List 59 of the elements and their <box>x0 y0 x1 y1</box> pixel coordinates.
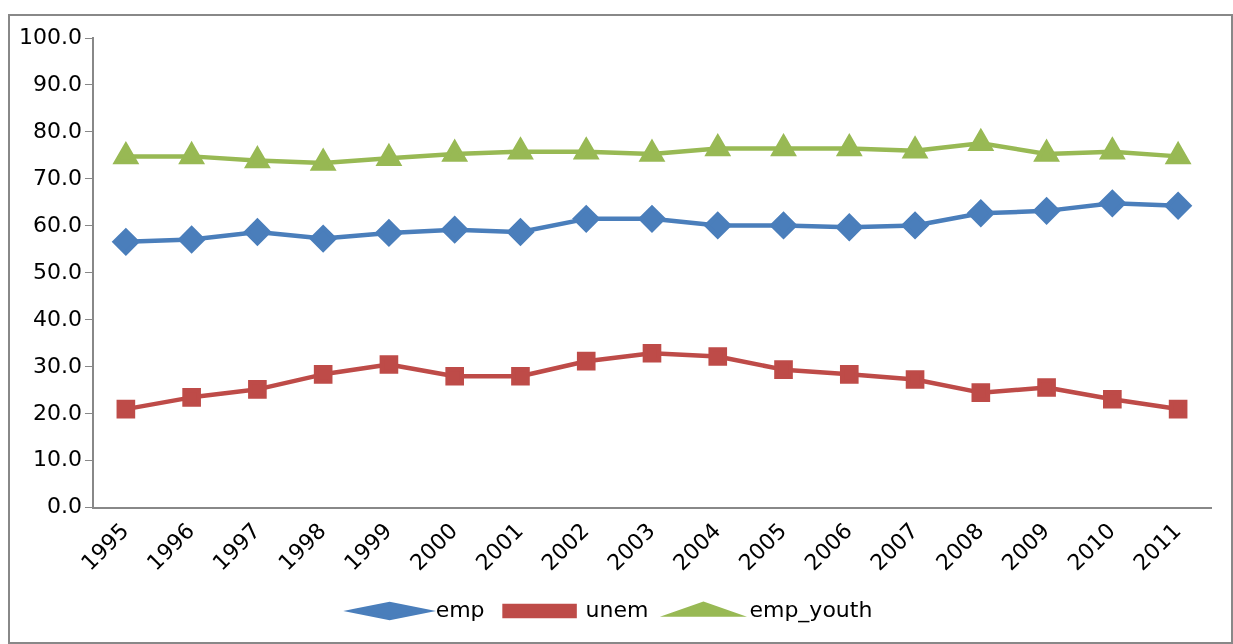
y-tick-label: 60.0 <box>33 211 82 237</box>
point <box>839 365 859 384</box>
point <box>574 138 598 160</box>
point <box>770 212 797 239</box>
point <box>445 366 465 386</box>
point <box>1033 138 1060 162</box>
y-tick-label: 30.0 <box>33 352 82 378</box>
point <box>178 226 205 253</box>
point <box>638 205 666 233</box>
point <box>441 216 468 243</box>
point <box>507 218 534 246</box>
point <box>704 212 732 239</box>
legend-label: emp <box>435 596 485 622</box>
point <box>837 135 862 157</box>
point <box>971 383 991 402</box>
point <box>572 205 600 233</box>
point <box>441 138 468 162</box>
point <box>375 219 403 247</box>
y-tick-label: 80.0 <box>33 117 82 143</box>
point <box>1033 197 1060 225</box>
point <box>967 199 995 227</box>
y-tick-label: 40.0 <box>33 305 82 331</box>
point <box>705 135 730 157</box>
y-tick-label: 50.0 <box>33 258 82 284</box>
point <box>112 228 140 256</box>
point <box>1168 399 1188 419</box>
y-tick-label: 10.0 <box>33 446 82 472</box>
point <box>248 380 267 399</box>
point <box>245 147 270 169</box>
point <box>182 388 201 407</box>
point <box>508 138 533 160</box>
legend-label: unem <box>585 596 649 622</box>
point <box>309 225 337 252</box>
point <box>1037 378 1056 397</box>
point <box>1099 190 1126 217</box>
point <box>1164 192 1192 219</box>
point <box>116 399 136 419</box>
y-tick-label: 70.0 <box>33 164 82 190</box>
point <box>576 351 596 371</box>
point <box>114 143 138 165</box>
point <box>836 214 863 241</box>
y-tick-label: 0.0 <box>46 493 82 519</box>
point <box>771 135 796 157</box>
point <box>313 365 333 384</box>
point <box>905 370 925 389</box>
point <box>511 366 530 386</box>
point <box>642 343 662 363</box>
point <box>901 212 929 239</box>
point <box>903 137 927 159</box>
y-tick-label: 100.0 <box>19 23 82 49</box>
y-tick-label: 90.0 <box>33 70 82 96</box>
point <box>774 360 793 379</box>
point <box>379 355 399 374</box>
legend-label: emp_youth <box>749 596 873 623</box>
point <box>1103 389 1122 409</box>
point <box>244 218 271 246</box>
point <box>708 347 728 366</box>
y-tick-label: 20.0 <box>33 399 82 425</box>
point <box>1100 138 1125 160</box>
